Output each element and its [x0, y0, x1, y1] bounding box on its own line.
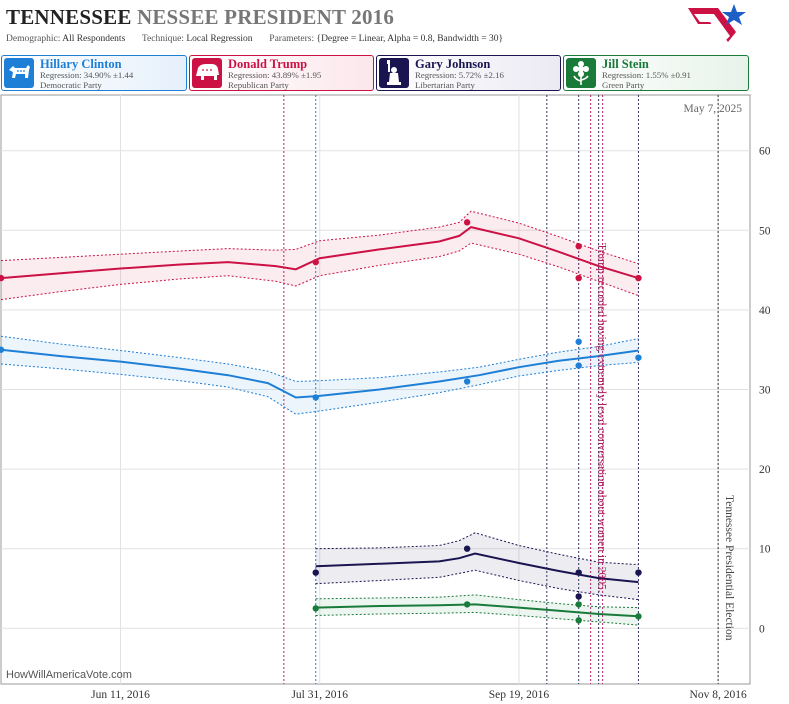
- trump-poll-point: [0, 274, 5, 282]
- johnson-poll-point: [312, 569, 319, 576]
- clinton-upper-bound: [0, 335, 639, 383]
- title-state: TENNESSEE: [6, 5, 132, 29]
- site-logo-icon[interactable]: [684, 2, 750, 48]
- stein-upper-bound: [315, 594, 639, 609]
- candidate-regression: Regression: 5.72% ±2.16: [415, 70, 504, 80]
- trump-regression-line: [0, 226, 639, 280]
- demographic-value: All Respondents: [62, 34, 126, 44]
- x-tick-label: Jul 31, 2016: [291, 689, 348, 701]
- trump-confidence-band: [1, 211, 639, 300]
- clinton-poll-point: [463, 378, 471, 385]
- candidate-party: Republican Party: [228, 80, 289, 90]
- elephant-icon: [192, 58, 222, 88]
- candidate-card-trump[interactable]: Donald Trump Regression: 43.89% ±1.95 Re…: [189, 55, 374, 91]
- stein-poll-point: [312, 605, 319, 612]
- candidate-party: Green Party: [602, 80, 645, 90]
- candidate-regression: Regression: 43.89% ±1.95: [228, 70, 322, 80]
- y-tick-label: 30: [759, 385, 771, 397]
- stein-poll-point: [635, 613, 642, 620]
- liberty-icon: [379, 58, 409, 88]
- clinton-regression-line: [0, 348, 639, 399]
- demographic-label: Demographic:: [6, 34, 61, 44]
- johnson-poll-point: [575, 593, 582, 600]
- header: TENNESSEE NESSEE PRESIDENT 2016 Demograp…: [0, 0, 789, 52]
- stein-poll-point: [463, 601, 471, 608]
- annotation-text: Trump recorded having extremely lewd con…: [596, 243, 608, 593]
- candidate-card-johnson[interactable]: Gary Johnson Regression: 5.72% ±2.16 Lib…: [376, 55, 561, 91]
- parameters-line: Demographic: All Respondents Technique: …: [6, 34, 503, 44]
- candidate-regression: Regression: 34.90% ±1.44: [40, 70, 134, 80]
- current-date-label: May 7, 2025: [684, 103, 743, 115]
- clinton-poll-point: [575, 362, 582, 369]
- parameters-label: Parameters:: [269, 34, 315, 44]
- johnson-regression-line: [315, 552, 639, 584]
- stein-poll-point: [575, 601, 582, 608]
- candidate-party: Democratic Party: [40, 80, 102, 90]
- y-tick-label: 60: [759, 146, 771, 158]
- stein-lower-bound: [315, 611, 639, 626]
- clinton-poll-point: [575, 338, 582, 345]
- donkey-icon: [4, 58, 34, 88]
- clinton-poll-point: [312, 394, 319, 401]
- x-tick-label: Nov 8, 2016: [690, 689, 747, 701]
- candidate-party: Libertarian Party: [415, 80, 475, 90]
- y-tick-label: 0: [759, 623, 765, 635]
- y-tick-label: 20: [759, 464, 771, 476]
- clinton-poll-point: [635, 354, 642, 361]
- parameters-value: {Degree = Linear, Alpha = 0.8, Bandwidth…: [316, 34, 504, 44]
- trump-poll-point: [575, 243, 582, 250]
- trump-poll-point: [463, 219, 471, 226]
- candidate-name: Gary Johnson: [415, 57, 491, 71]
- candidate-regression: Regression: 1.55% ±0.91: [602, 70, 691, 80]
- y-tick-label: 10: [759, 544, 771, 556]
- johnson-poll-point: [575, 569, 582, 576]
- johnson-poll-point: [635, 569, 642, 576]
- page-title: TENNESSEE NESSEE PRESIDENT 2016: [6, 5, 394, 30]
- x-tick-label: Sep 19, 2016: [489, 689, 550, 701]
- candidate-card-clinton[interactable]: Hillary Clinton Regression: 34.90% ±1.44…: [1, 55, 187, 91]
- johnson-poll-point: [463, 545, 471, 552]
- trump-poll-point: [312, 258, 319, 266]
- trump-upper-bound: [0, 210, 639, 265]
- stein-regression-line: [315, 603, 639, 618]
- candidate-card-stein[interactable]: Jill Stein Regression: 1.55% ±0.91 Green…: [563, 55, 749, 91]
- johnson-lower-bound: [315, 569, 639, 601]
- trump-poll-point: [575, 274, 582, 282]
- johnson-confidence-band: [315, 532, 639, 600]
- candidate-name: Jill Stein: [602, 57, 649, 71]
- technique-value: Local Regression: [186, 34, 253, 44]
- technique-label: Technique:: [141, 34, 184, 44]
- johnson-upper-bound: [315, 532, 639, 566]
- trump-poll-point: [635, 274, 642, 282]
- flower-icon: [566, 58, 596, 88]
- stein-confidence-band: [315, 594, 639, 626]
- annotation-text: Tennessee Presidential Election: [723, 495, 735, 641]
- site-footer[interactable]: HowWillAmericaVote.com: [6, 669, 132, 681]
- y-tick-label: 40: [759, 305, 771, 317]
- candidate-name: Donald Trump: [228, 57, 308, 71]
- clinton-poll-point: [0, 346, 5, 353]
- x-tick-label: Jun 11, 2016: [91, 689, 150, 701]
- title-rest: NESSEE PRESIDENT 2016: [136, 5, 395, 29]
- y-tick-label: 50: [759, 225, 771, 237]
- stein-poll-point: [575, 617, 582, 624]
- trump-lower-bound: [0, 242, 639, 301]
- candidate-name: Hillary Clinton: [40, 57, 122, 71]
